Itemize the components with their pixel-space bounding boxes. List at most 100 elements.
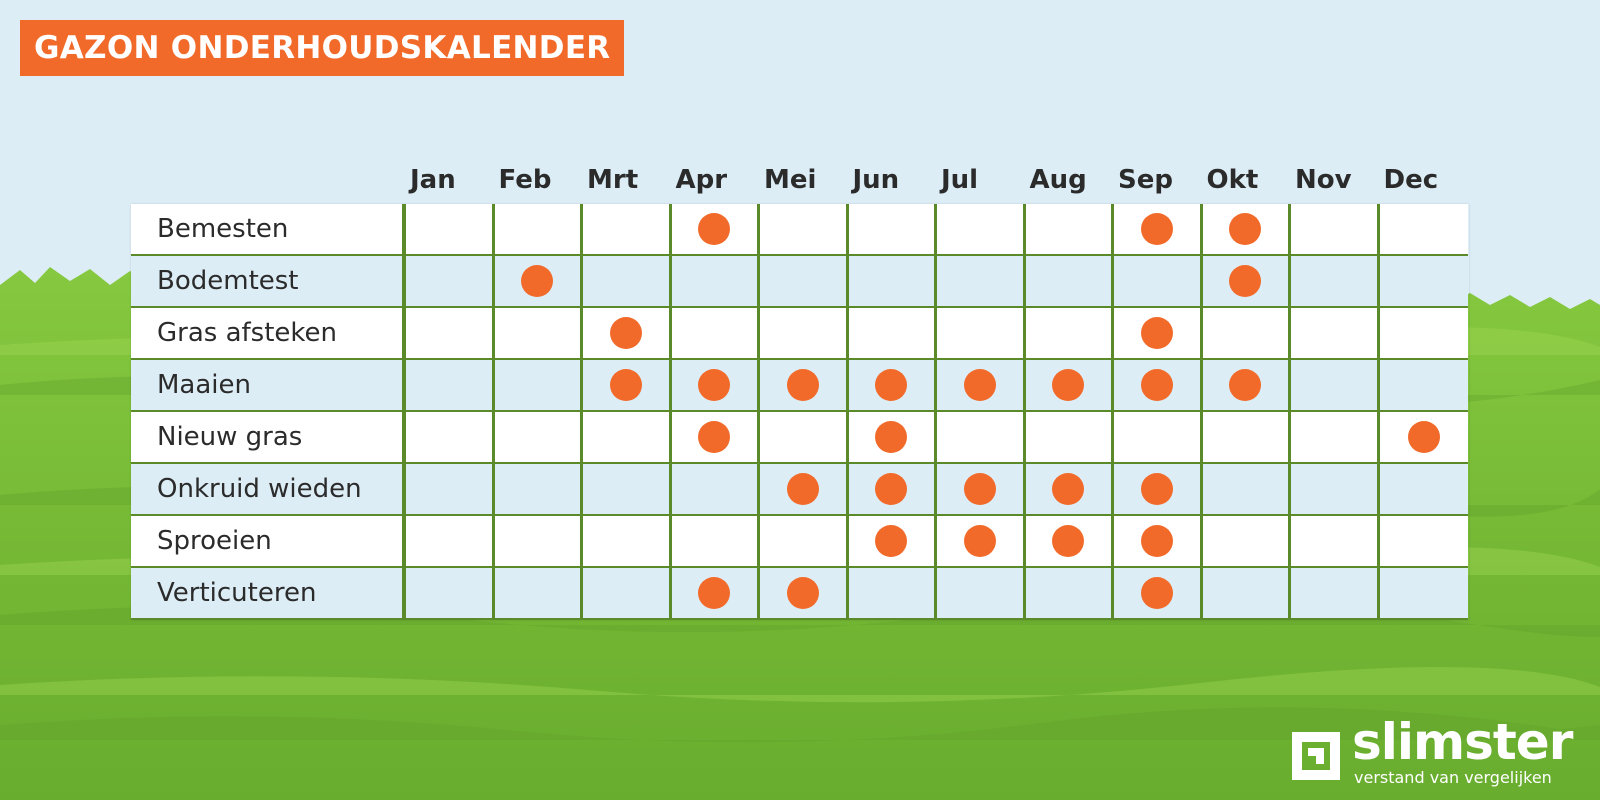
calendar-cell [1379, 360, 1468, 412]
calendar-cell [671, 256, 760, 308]
calendar-cell [1202, 464, 1291, 516]
activity-dot-icon [1140, 525, 1173, 557]
calendar-cell [406, 308, 495, 360]
activity-dot-icon [963, 525, 996, 557]
calendar-cell [1202, 360, 1291, 412]
activity-dot-icon [1140, 317, 1173, 349]
month-label: Mrt [587, 165, 639, 195]
calendar-cell [937, 516, 1026, 568]
month-label: Jan [410, 165, 456, 195]
calendar-cell [760, 308, 849, 360]
task-label: Bemesten [131, 204, 406, 256]
calendar-cell [1379, 412, 1468, 464]
activity-dot-icon [1229, 369, 1262, 401]
calendar-cell [671, 308, 760, 360]
calendar-cell [937, 204, 1026, 256]
calendar-cell [494, 464, 583, 516]
calendar-cell [1025, 464, 1114, 516]
month-header-row: Jan Feb Mrt Apr Mei Jun Jul Aug Sep Okt Nov Dec [406, 162, 1469, 198]
calendar-cell [406, 568, 495, 620]
activity-dot-icon [963, 369, 996, 401]
calendar-cell [583, 568, 672, 620]
activity-dot-icon [875, 525, 908, 557]
calendar-cell [1114, 308, 1203, 360]
calendar-cell [1379, 204, 1468, 256]
calendar-cell [583, 256, 672, 308]
calendar-cell [671, 568, 760, 620]
calendar-cell [494, 412, 583, 464]
activity-dot-icon [1140, 213, 1173, 245]
calendar-cell [583, 464, 672, 516]
activity-dot-icon [1140, 577, 1173, 609]
calendar-cell [1379, 256, 1468, 308]
calendar-cell [848, 412, 937, 464]
activity-dot-icon [786, 577, 819, 609]
calendar-cell [1379, 464, 1468, 516]
calendar-cell [1114, 256, 1203, 308]
calendar-cell [760, 412, 849, 464]
calendar-cell [583, 308, 672, 360]
month-label: Apr [675, 165, 728, 195]
calendar-cell [1291, 412, 1380, 464]
calendar-cell [760, 464, 849, 516]
calendar-cell [848, 256, 937, 308]
calendar-cell [494, 204, 583, 256]
task-label: Bodemtest [131, 256, 406, 308]
calendar-cell [848, 204, 937, 256]
calendar-cell [406, 412, 495, 464]
calendar-cell [671, 464, 760, 516]
task-label: Verticuteren [131, 568, 406, 620]
activity-dot-icon [1052, 473, 1085, 505]
calendar-cell [937, 256, 1026, 308]
calendar-cell [760, 360, 849, 412]
calendar-cell [1114, 516, 1203, 568]
activity-dot-icon [1229, 213, 1262, 245]
calendar-cell [848, 568, 937, 620]
calendar-cell [937, 568, 1026, 620]
calendar-cell [937, 308, 1026, 360]
calendar-cell [1379, 516, 1468, 568]
calendar-cell [1114, 204, 1203, 256]
calendar-cell [1025, 516, 1114, 568]
month-label: Okt [1206, 165, 1259, 195]
calendar-cell [1202, 308, 1291, 360]
calendar-cell [1379, 308, 1468, 360]
activity-dot-icon [875, 421, 908, 453]
calendar-cell [848, 464, 937, 516]
activity-dot-icon [1407, 421, 1440, 453]
activity-dot-icon [875, 369, 908, 401]
calendar-cell [494, 256, 583, 308]
activity-dot-icon [786, 369, 819, 401]
page-title: GAZON ONDERHOUDSKALENDER [20, 20, 625, 76]
calendar-cell [494, 308, 583, 360]
month-label: Nov [1295, 165, 1352, 195]
calendar-cell [937, 360, 1026, 412]
calendar-cell [1025, 204, 1114, 256]
calendar-cell [1025, 360, 1114, 412]
calendar-cell [671, 412, 760, 464]
calendar-cell [1291, 204, 1380, 256]
calendar-cell [1291, 464, 1380, 516]
activity-dot-icon [698, 213, 731, 245]
brand-logo: slimster verstand van vergelijken [1290, 714, 1590, 790]
calendar-cell [671, 516, 760, 568]
calendar-cell [583, 360, 672, 412]
month-label: Jul [941, 165, 979, 195]
calendar-cell [1025, 568, 1114, 620]
calendar-cell [1025, 412, 1114, 464]
activity-dot-icon [875, 473, 908, 505]
task-label: Nieuw gras [131, 412, 406, 464]
calendar-cell [760, 516, 849, 568]
task-label: Gras afsteken [131, 308, 406, 360]
calendar-cell [1114, 360, 1203, 412]
calendar-cell [760, 256, 849, 308]
month-label: Feb [498, 165, 552, 195]
calendar-cell [406, 204, 495, 256]
calendar-cell [1114, 568, 1203, 620]
activity-dot-icon [1052, 525, 1085, 557]
calendar-cell [848, 308, 937, 360]
calendar-cell [1025, 308, 1114, 360]
calendar-cell [760, 204, 849, 256]
calendar-cell [1202, 412, 1291, 464]
brand-tagline: verstand van vergelijken [1354, 768, 1552, 787]
